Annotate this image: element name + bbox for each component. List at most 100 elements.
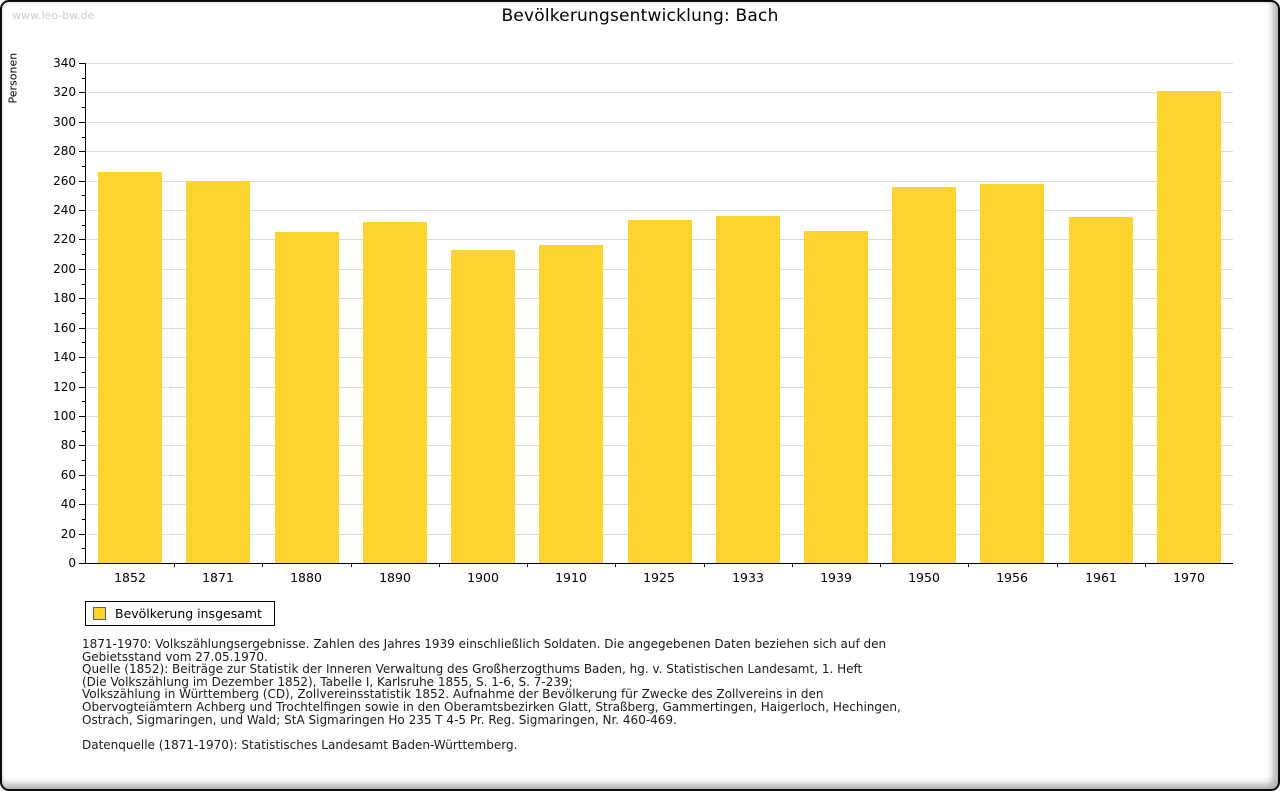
legend-swatch-icon <box>93 607 106 620</box>
x-tick-label: 1890 <box>379 570 411 585</box>
x-tick <box>880 563 881 567</box>
x-tick-label: 1961 <box>1085 570 1117 585</box>
x-tick-label: 1871 <box>202 570 234 585</box>
footer-notes: 1871-1970: Volkszählungsergebnisse. Zahl… <box>82 638 901 752</box>
y-tick <box>79 475 85 476</box>
y-tick <box>82 195 85 196</box>
x-tick-label: 1970 <box>1173 570 1205 585</box>
y-tick-label: 340 <box>53 56 76 70</box>
y-tick-label: 260 <box>53 174 76 188</box>
y-tick-label: 300 <box>53 115 76 129</box>
y-gridline <box>86 92 1233 93</box>
x-tick-label: 1852 <box>114 570 146 585</box>
plot-area: 0 20 40 60 80 100 120 140 160 180 200 220 240 260 280 3… <box>53 56 1233 585</box>
y-tick <box>79 63 85 64</box>
footer-source-line: Quelle (1852): Beiträge zur Statistik de… <box>82 662 863 677</box>
y-gridline <box>86 210 1233 211</box>
legend-label: Bevölkerung insgesamt <box>115 606 262 621</box>
y-tick <box>79 239 85 240</box>
y-gridline <box>86 63 1233 64</box>
bar-1880 <box>275 232 339 563</box>
bar-1961 <box>1069 217 1133 563</box>
x-tick-label: 1933 <box>732 570 764 585</box>
y-tick <box>82 225 85 226</box>
y-tick <box>79 328 85 329</box>
y-gridline <box>86 151 1233 152</box>
x-tick-label: 1880 <box>290 570 322 585</box>
y-tick <box>82 519 85 520</box>
y-tick <box>82 166 85 167</box>
x-tick-label: 1939 <box>820 570 852 585</box>
y-tick <box>82 137 85 138</box>
x-tick <box>1057 563 1058 567</box>
x-tick-label: 1910 <box>555 570 587 585</box>
y-tick-label: 320 <box>53 85 76 99</box>
y-tick <box>79 563 85 564</box>
bar-1933 <box>716 216 780 563</box>
x-tick <box>1145 563 1146 567</box>
page-title: Bevölkerungsentwicklung: Bach <box>501 6 779 26</box>
bar-1939 <box>804 231 868 563</box>
y-tick <box>82 107 85 108</box>
bar-1900 <box>451 250 515 563</box>
x-tick-label: 1925 <box>643 570 675 585</box>
x-tick-label: 1900 <box>467 570 499 585</box>
y-tick <box>82 489 85 490</box>
x-tick <box>615 563 616 567</box>
bar-1910 <box>539 245 603 563</box>
y-tick <box>79 387 85 388</box>
y-tick-label: 200 <box>53 262 76 276</box>
y-tick <box>82 460 85 461</box>
y-tick <box>79 122 85 123</box>
footer-datasource-line: Datenquelle (1871-1970): Statistisches L… <box>82 738 518 753</box>
y-tick <box>79 92 85 93</box>
y-tick <box>82 372 85 373</box>
x-tick-label: 1950 <box>908 570 940 585</box>
y-tick-label: 0 <box>68 556 76 570</box>
y-tick <box>79 416 85 417</box>
y-tick <box>79 181 85 182</box>
y-tick <box>82 284 85 285</box>
x-tick <box>527 563 528 567</box>
y-tick-label: 80 <box>60 438 76 452</box>
footer-source-line: Ostrach, Sigmaringen, und Wald; StA Sigm… <box>82 712 677 727</box>
y-tick-label: 100 <box>53 409 76 423</box>
y-tick <box>79 357 85 358</box>
y-tick <box>82 431 85 432</box>
bar-1852 <box>98 172 162 563</box>
footer-source-line: 1871-1970: Volkszählungsergebnisse. Zahl… <box>82 637 887 651</box>
bar-1871 <box>186 181 250 563</box>
y-tick <box>79 534 85 535</box>
bar-1956 <box>980 184 1044 563</box>
x-tick <box>968 563 969 567</box>
y-tick-label: 120 <box>53 380 76 394</box>
footer-source-line: (Die Volkszählung im Dezember 1852), Tab… <box>82 674 573 689</box>
y-tick <box>82 401 85 402</box>
bar-1950 <box>892 187 956 563</box>
y-tick-label: 140 <box>53 350 76 364</box>
watermark: www.leo-bw.de <box>12 9 95 22</box>
x-tick <box>351 563 352 567</box>
y-tick <box>82 313 85 314</box>
y-tick <box>79 151 85 152</box>
y-tick-label: 220 <box>53 232 76 246</box>
y-gridline <box>86 122 1233 123</box>
y-tick-label: 240 <box>53 203 76 217</box>
footer-source-line: Volkszählung in Württemberg (CD), Zollve… <box>82 687 824 702</box>
y-tick-label: 160 <box>53 321 76 335</box>
y-tick <box>82 78 85 79</box>
y-tick <box>79 298 85 299</box>
x-tick <box>704 563 705 567</box>
y-gridline <box>86 181 1233 182</box>
y-tick-label: 180 <box>53 291 76 305</box>
y-tick <box>79 445 85 446</box>
y-tick <box>82 342 85 343</box>
y-tick <box>79 504 85 505</box>
bar-1925 <box>628 220 692 563</box>
y-axis-title: Personen <box>6 52 20 104</box>
y-tick-label: 40 <box>60 497 76 511</box>
x-tick <box>174 563 175 567</box>
y-tick <box>82 548 85 549</box>
y-tick-label: 20 <box>60 527 76 541</box>
